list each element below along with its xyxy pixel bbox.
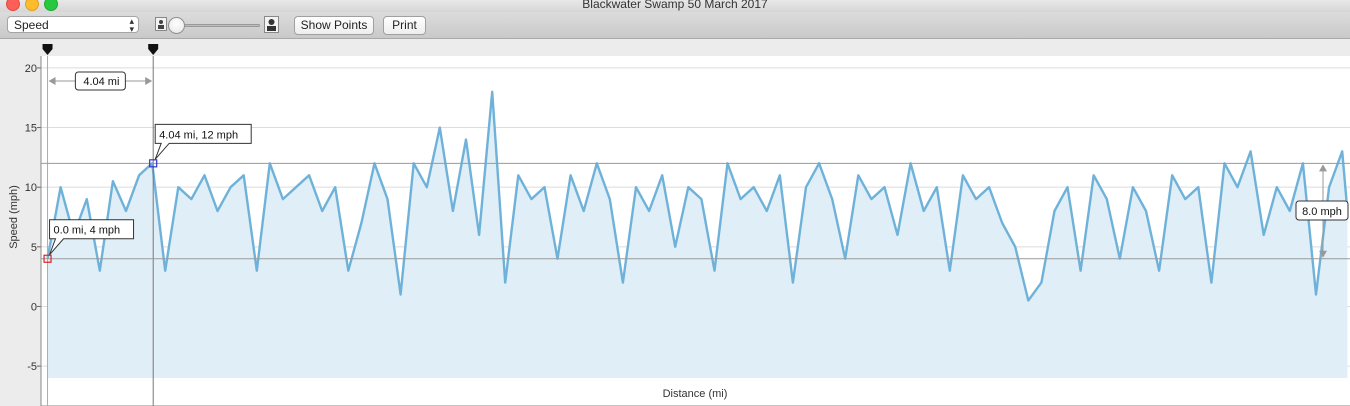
metric-select-value: Speed: [14, 18, 49, 32]
start-callout-box: [49, 219, 135, 256]
close-window-button[interactable]: [6, 0, 20, 11]
range-arrow-right-icon: [145, 77, 153, 85]
y-tick-label: 0: [31, 301, 37, 313]
delta-arrow-down-icon: [1319, 250, 1327, 258]
zoom-window-button[interactable]: [44, 0, 58, 11]
y-tick-label: 15: [25, 123, 37, 135]
zoom-out-icon[interactable]: [155, 17, 167, 31]
speed-area: [47, 91, 1348, 379]
start-marker-icon[interactable]: [42, 44, 53, 55]
print-button[interactable]: Print: [383, 16, 426, 35]
y-tick-label: 5: [31, 242, 37, 254]
cursor-point: [149, 159, 158, 168]
zoom-slider-track[interactable]: [172, 24, 260, 27]
annotations: 4.04 mi 0.0 mi, 4 mph 4.04 mi, 12 mph 8.…: [41, 44, 1350, 406]
metric-select[interactable]: Speed ▴ ▾: [7, 16, 139, 34]
window-titlebar: Blackwater Swamp 50 March 2017: [0, 0, 1350, 12]
x-axis-label: Distance (mi): [663, 388, 728, 400]
y-tick-label: 20: [25, 63, 37, 75]
y-tick-label: -5: [27, 361, 37, 373]
cursor-callout-label: 4.04 mi, 12 mph: [159, 129, 238, 141]
delta-label: 8.0 mph: [1302, 206, 1342, 218]
range-label: 4.04 mi: [83, 76, 119, 88]
cursor-callout-box: [154, 123, 252, 160]
range-arrow-left-icon: [48, 77, 56, 85]
toolbar: Speed ▴ ▾ Show Points Print: [0, 12, 1350, 39]
delta-label-box: [1295, 200, 1349, 221]
start-callout-label: 0.0 mi, 4 mph: [54, 225, 121, 237]
speed-line: [46, 90, 1349, 302]
y-axis-ticks: -5 0 5 10 15 20: [25, 56, 42, 406]
y-axis-label: Speed (mph): [8, 185, 20, 249]
zoom-slider-knob[interactable]: [168, 17, 185, 34]
window-title: Blackwater Swamp 50 March 2017: [582, 0, 768, 11]
updown-chevron-icon: ▴ ▾: [129, 16, 134, 34]
minimize-window-button[interactable]: [25, 0, 39, 11]
cursor-marker-icon[interactable]: [148, 44, 159, 55]
start-point: [43, 254, 52, 263]
marker-strip: [0, 39, 1350, 56]
delta-arrow-up-icon: [1319, 164, 1327, 172]
range-label-box: [74, 71, 126, 91]
show-points-button[interactable]: Show Points: [294, 16, 374, 35]
y-tick-label: 10: [25, 182, 37, 194]
zoom-in-icon[interactable]: [264, 16, 279, 33]
